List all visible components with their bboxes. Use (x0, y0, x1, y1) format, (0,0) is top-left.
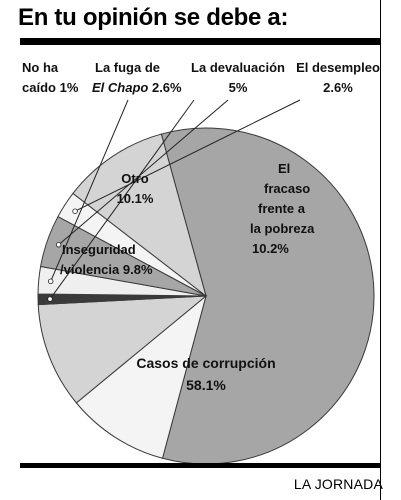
pie-slice-2 (37, 295, 208, 404)
slice-value-desempleo: 2.6% (323, 80, 353, 95)
slice-value-devaluacion: 5% (229, 80, 248, 95)
leader-lines (47, 99, 301, 302)
slice-label-no-ha-caido-line2: caído 1% (22, 80, 79, 95)
slice-value-corrupcion: 58.1% (186, 377, 226, 393)
slice-labels: Casos de corrupción 58.1% Inseguridad /v… (22, 60, 380, 393)
chart-title: En tu opinión se debe a: (18, 4, 289, 31)
slice-label-fuga-line2: El Chapo 2.6% (92, 80, 182, 95)
leader-dot-5 (55, 242, 62, 248)
slice-label-otro: Otro (121, 171, 149, 186)
leader-dot-3 (47, 296, 53, 302)
slice-label-devaluacion: La devaluación (191, 60, 285, 75)
pie-slice-0 (160, 127, 375, 465)
frame-edge (380, 0, 381, 500)
slice-label-fracaso-line3: frente a (258, 201, 306, 216)
slice-value-fracaso: 10.2% (252, 241, 289, 256)
pie-slices (37, 127, 375, 465)
slice-label-fracaso-line4: la pobreza (250, 221, 315, 236)
leader-dot-6 (72, 208, 78, 214)
slice-label-fracaso-line1: El (278, 161, 290, 176)
leader-line-5 (58, 99, 229, 246)
slice-label-inseguridad-line2: /violencia 9.8% (60, 262, 153, 277)
leader-line-6 (74, 99, 301, 212)
slice-label-fuga: La fuga de (95, 60, 160, 75)
slice-label-no-ha-caido: No ha (22, 60, 59, 75)
leader-dot-4 (47, 278, 54, 285)
bottom-rule (20, 463, 381, 468)
slice-label-corrupcion: Casos de corrupción (136, 355, 275, 371)
leader-line-3 (49, 99, 195, 300)
slice-label-inseguridad: Inseguridad (62, 242, 136, 257)
slice-label-fracaso-line2: fracaso (264, 181, 310, 196)
pie-slice-1 (75, 294, 207, 459)
top-rule (20, 38, 381, 45)
leader-line-4 (50, 99, 129, 282)
source-credit: LA JORNADA (293, 476, 383, 492)
slice-label-desempleo: El desempleo (296, 60, 380, 75)
pie-slice-7 (72, 133, 207, 298)
slice-value-otro: 10.1% (117, 191, 154, 206)
